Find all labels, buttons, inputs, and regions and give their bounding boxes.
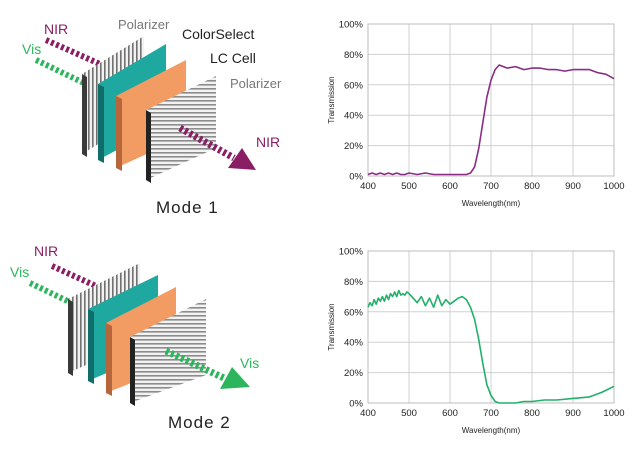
mode1-nir-input-arrow [44,37,102,67]
mode1-colorselect-label: ColorSelect [182,26,255,42]
mode2-chart-x-tick-label: 700 [483,408,499,419]
mode1-chart-x-tick-label: 500 [401,181,417,192]
mode1-chart-x-tick-label: 700 [483,181,499,192]
mode1-chart-x-axis-label: Wavelength(nm) [462,199,521,208]
mode2-title: Mode 2 [168,413,231,432]
mode2-diagram [28,263,250,406]
mode1-back-polarizer-label: Polarizer [230,76,282,91]
mode2-chart-y-tick-label: 80% [344,277,364,288]
mode1-chart-y-tick-label: 100% [339,20,364,31]
mode1-chart-y-axis-label: Transmission [327,76,336,123]
mode1-chart-y-tick-label: 0% [349,172,363,183]
mode2-chart-y-axis-label: Transmission [327,303,336,350]
mode2-vis-output-label: Vis [240,355,260,371]
mode1-nir-output-arrow [178,124,256,170]
mode2-chart-x-tick-label: 600 [442,408,458,419]
mode1-chart-y-tick-label: 60% [344,80,364,91]
mode1-chart-plot-frame [367,23,615,177]
mode2-chart-plot-frame [367,250,615,404]
mode1-chart-y-tick-label: 80% [344,50,364,61]
mode2-chart-y-tick-label: 100% [339,247,364,258]
mode1-chart-y-tick-label: 20% [344,141,364,152]
mode1-chart-x-tick-label: 400 [360,181,376,192]
mode1-lc-cell-label: LC Cell [210,50,256,66]
mode1-chart-x-tick-label: 800 [524,181,540,192]
mode1-chart-x-tick-label: 600 [442,181,458,192]
mode2-chart-y-tick-label: 60% [344,307,364,318]
mode1-chart-series-line-0 [367,64,615,176]
mode2-nir-input-label: NIR [34,243,59,259]
mode1-transmission-chart: 400 500 600 700 800 900 1000 0% 20% 40% 60% 80% 100%… [327,20,625,209]
mode2-chart-y-tick-label: 0% [349,399,363,410]
mode2-chart-x-tick-label: 1000 [603,408,624,419]
mode2-chart-y-tick-label: 20% [344,368,364,379]
mode1-front-polarizer-label: Polarizer [118,17,170,32]
mode1-chart-x-tick-label: 900 [565,181,581,192]
mode1-chart-x-tick-label: 1000 [603,181,624,192]
mode2-nir-input-arrow [50,263,100,290]
mode2-chart-y-tick-label: 40% [344,338,364,349]
mode1-nir-output-label: NIR [256,134,281,150]
mode1-vis-input-label: Vis [22,41,42,57]
mode1-diagram [34,36,256,183]
mode1-title: Mode 1 [156,198,219,217]
mode1-chart-y-tick-label: 40% [344,111,364,122]
mode2-chart-x-axis-label: Wavelength(nm) [462,426,521,435]
mode2-chart-series-line-0 [367,289,615,404]
mode2-chart-x-tick-label: 800 [524,408,540,419]
mode2-chart-x-tick-label: 400 [360,408,376,419]
mode2-chart-x-tick-label: 500 [401,408,417,419]
mode2-transmission-chart: 400 500 600 700 800 900 1000 0% 20% 40% 60% 80% 100%… [327,247,625,436]
mode1-nir-input-label: NIR [44,21,69,37]
mode1-vis-input-arrow [34,57,88,87]
mode2-chart-x-tick-label: 900 [565,408,581,419]
mode2-vis-input-label: Vis [10,264,30,280]
mode2-vis-output-arrow [164,347,250,389]
